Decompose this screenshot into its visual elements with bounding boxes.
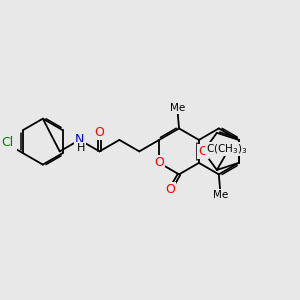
Text: Me: Me <box>213 190 228 200</box>
Text: O: O <box>94 126 104 139</box>
Text: Cl: Cl <box>1 136 13 149</box>
Text: N: N <box>75 134 84 146</box>
Text: H: H <box>77 143 85 153</box>
Text: O: O <box>166 183 176 196</box>
Text: O: O <box>198 145 208 158</box>
Text: O: O <box>154 156 164 170</box>
Text: C(CH$_3$)$_3$: C(CH$_3$)$_3$ <box>206 142 247 156</box>
Text: Me: Me <box>170 103 185 113</box>
